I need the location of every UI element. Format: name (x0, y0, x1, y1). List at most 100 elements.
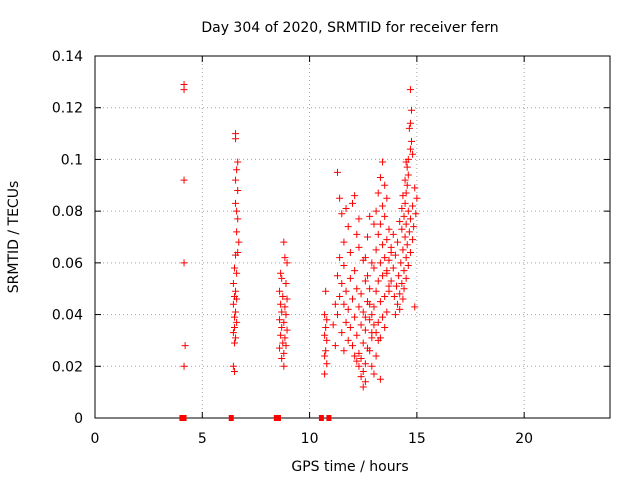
data-point (383, 267, 391, 275)
data-point (351, 192, 359, 200)
data-point (340, 238, 348, 246)
data-point (349, 295, 356, 303)
data-point (349, 342, 356, 350)
data-point (333, 168, 341, 176)
data-point (277, 269, 285, 277)
data-point (232, 334, 240, 342)
data-point (232, 287, 240, 295)
data-point (392, 282, 400, 290)
data-point (278, 355, 286, 363)
data-point (338, 329, 346, 337)
data-point (370, 370, 378, 378)
data-point (232, 199, 240, 207)
data-point (379, 202, 387, 210)
data-point (366, 347, 374, 355)
data-point (346, 249, 354, 257)
data-point (396, 217, 404, 225)
data-point (230, 264, 238, 272)
data-point (374, 318, 382, 326)
data-point (404, 171, 412, 179)
data-point (381, 212, 389, 220)
data-point (232, 135, 240, 143)
data-point (389, 230, 397, 238)
data-point (336, 292, 344, 300)
data-point (401, 199, 409, 207)
data-point (331, 342, 339, 350)
data-point (400, 267, 408, 275)
data-point (370, 264, 378, 272)
data-point (379, 158, 387, 166)
data-point (180, 259, 188, 267)
data-point (355, 243, 363, 251)
data-point (281, 303, 289, 311)
data-point (340, 261, 348, 269)
data-point (381, 181, 389, 189)
data-point (357, 321, 365, 329)
data-point (353, 331, 361, 339)
data-point (282, 342, 290, 350)
zero-data-point (181, 415, 187, 421)
data-point (389, 264, 397, 272)
data-point (351, 352, 359, 360)
data-point (283, 326, 291, 334)
data-point (376, 298, 384, 306)
data-point (232, 251, 240, 259)
data-point (412, 210, 420, 218)
data-point (372, 246, 380, 254)
y-tick-label: 0.02 (52, 359, 83, 375)
data-point (359, 383, 367, 391)
data-point (403, 163, 411, 171)
x-axis-title: GPS time / hours (291, 459, 408, 475)
data-point (233, 318, 241, 326)
data-point (321, 311, 329, 319)
data-point (406, 86, 414, 94)
data-point (408, 137, 416, 145)
data-point (403, 181, 411, 189)
data-point (381, 254, 389, 262)
x-tick-label: 20 (515, 431, 533, 447)
data-point (376, 375, 384, 383)
data-point (374, 230, 382, 238)
data-point (359, 308, 367, 316)
data-point (364, 272, 372, 280)
data-point (398, 280, 406, 288)
y-tick-label: 0.08 (52, 204, 83, 220)
grid-lines (95, 56, 610, 418)
data-point (282, 280, 290, 288)
data-point (372, 329, 380, 337)
data-point (372, 352, 380, 360)
data-point (281, 334, 289, 342)
data-point (280, 349, 288, 357)
y-axis-title: SRMTID / TECUs (6, 181, 22, 294)
data-point (322, 324, 330, 331)
data-point (370, 321, 378, 329)
data-point (383, 194, 391, 202)
data-point (383, 236, 391, 244)
data-point (404, 261, 412, 269)
data-point (376, 259, 384, 267)
plot-frame (94, 55, 611, 419)
data-point (361, 277, 369, 285)
data-point (333, 311, 341, 319)
data-point (276, 344, 284, 352)
data-point (361, 313, 369, 321)
data-point (411, 303, 419, 311)
data-point (234, 215, 242, 223)
data-point (344, 305, 352, 313)
data-point (405, 228, 413, 236)
data-point (366, 300, 374, 308)
data-point (383, 308, 391, 316)
data-point (336, 254, 344, 262)
data-point (406, 215, 414, 223)
data-point (368, 311, 376, 319)
data-point (323, 360, 331, 368)
zero-data-point (318, 415, 324, 421)
data-point (346, 274, 354, 282)
data-point (346, 324, 354, 331)
data-point (361, 378, 369, 386)
data-points (180, 80, 421, 391)
data-point (402, 274, 410, 282)
data-point (361, 326, 369, 334)
data-point (374, 189, 382, 197)
data-point (364, 233, 372, 241)
